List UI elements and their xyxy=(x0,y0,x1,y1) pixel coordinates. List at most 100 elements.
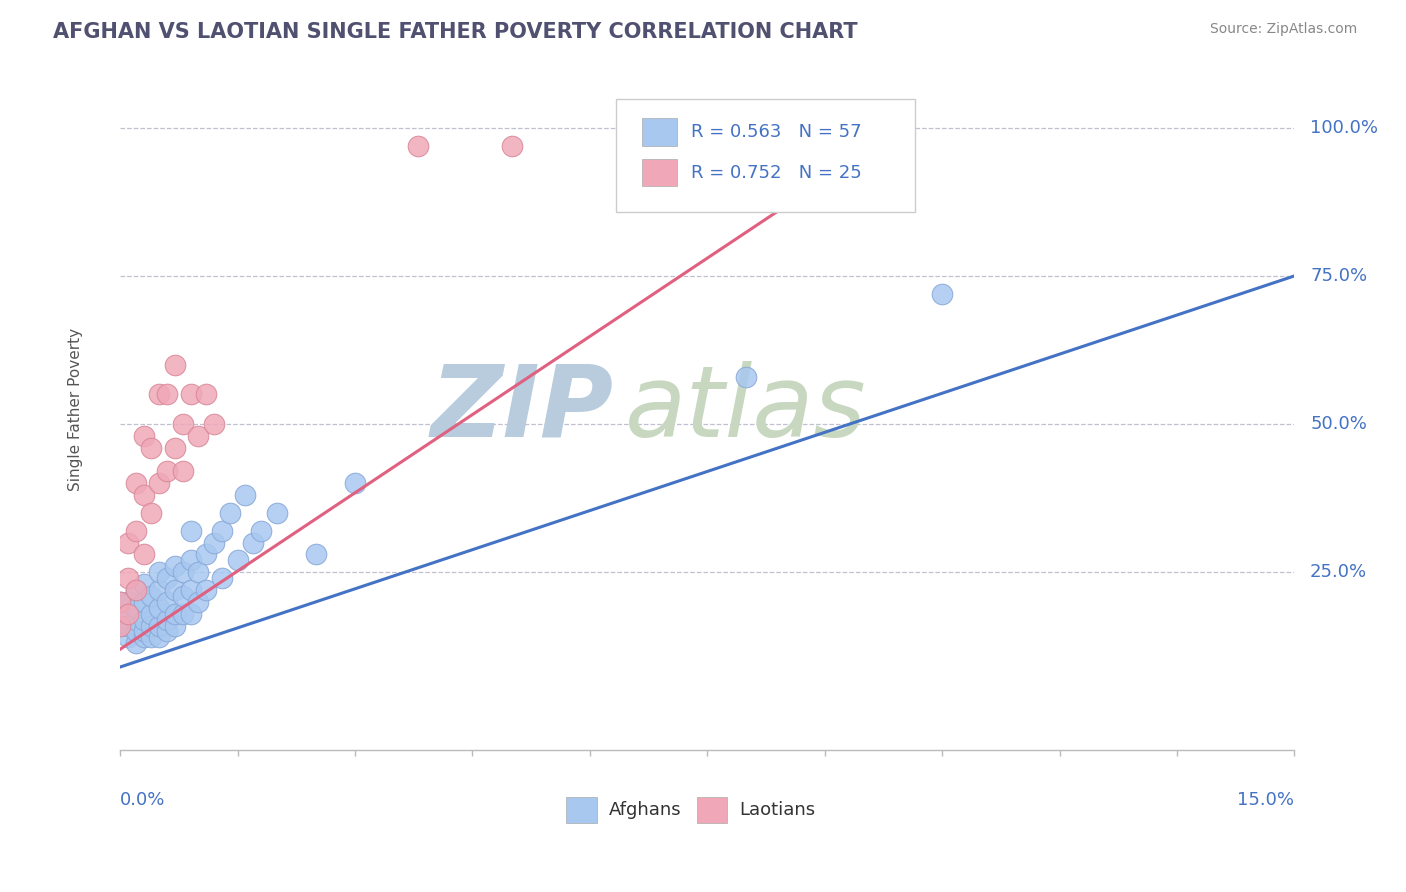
Point xyxy=(132,548,155,562)
Point xyxy=(125,476,148,491)
Point xyxy=(187,595,209,609)
Point xyxy=(187,429,209,443)
Point xyxy=(156,624,179,639)
Point xyxy=(406,138,429,153)
Point xyxy=(148,618,170,632)
Point xyxy=(125,613,148,627)
Point xyxy=(108,595,131,609)
Point xyxy=(132,624,155,639)
Point xyxy=(141,441,163,455)
Point xyxy=(156,387,179,401)
Point xyxy=(108,595,131,609)
Point xyxy=(180,607,202,621)
Text: R = 0.563   N = 57: R = 0.563 N = 57 xyxy=(690,123,862,141)
Text: ZIP: ZIP xyxy=(430,360,613,458)
Point xyxy=(117,595,139,609)
FancyBboxPatch shape xyxy=(567,797,598,823)
Point xyxy=(125,524,148,538)
Point xyxy=(163,559,186,574)
Point xyxy=(172,565,194,579)
Point xyxy=(108,618,131,632)
Point xyxy=(132,613,155,627)
Point xyxy=(117,535,139,549)
Text: atlas: atlas xyxy=(626,360,866,458)
Point xyxy=(180,582,202,597)
Point xyxy=(125,582,148,597)
Point xyxy=(735,369,758,384)
FancyBboxPatch shape xyxy=(616,99,915,211)
Point xyxy=(125,582,148,597)
Point xyxy=(163,618,186,632)
Point xyxy=(163,441,186,455)
Point xyxy=(148,582,170,597)
Point xyxy=(202,535,225,549)
Point xyxy=(211,524,233,538)
Text: 75.0%: 75.0% xyxy=(1310,267,1367,285)
Text: 50.0%: 50.0% xyxy=(1310,415,1367,434)
Point xyxy=(163,582,186,597)
Point xyxy=(125,636,148,650)
Point xyxy=(132,488,155,502)
Text: R = 0.752   N = 25: R = 0.752 N = 25 xyxy=(690,164,862,182)
Text: Source: ZipAtlas.com: Source: ZipAtlas.com xyxy=(1209,22,1357,37)
Point xyxy=(172,417,194,431)
Point xyxy=(117,571,139,585)
Point xyxy=(148,387,170,401)
Point xyxy=(125,624,148,639)
Point xyxy=(501,138,523,153)
Point xyxy=(195,387,218,401)
Point xyxy=(141,589,163,603)
Point xyxy=(141,607,163,621)
Point xyxy=(195,548,218,562)
Text: Single Father Poverty: Single Father Poverty xyxy=(67,327,83,491)
Text: Afghans: Afghans xyxy=(609,801,682,819)
Point xyxy=(163,607,186,621)
Point xyxy=(172,607,194,621)
Point xyxy=(148,600,170,615)
Text: 15.0%: 15.0% xyxy=(1237,791,1295,809)
Point xyxy=(141,631,163,645)
Point xyxy=(148,476,170,491)
Point xyxy=(132,429,155,443)
Point xyxy=(180,524,202,538)
Point xyxy=(148,631,170,645)
Text: 0.0%: 0.0% xyxy=(120,791,166,809)
Point xyxy=(187,565,209,579)
FancyBboxPatch shape xyxy=(641,119,676,145)
FancyBboxPatch shape xyxy=(641,159,676,186)
Point xyxy=(195,582,218,597)
Point xyxy=(305,548,328,562)
Point xyxy=(172,589,194,603)
Point xyxy=(250,524,273,538)
Point xyxy=(148,565,170,579)
Point xyxy=(132,577,155,591)
Point xyxy=(180,387,202,401)
Point xyxy=(141,506,163,520)
Point xyxy=(242,535,264,549)
Point xyxy=(108,618,131,632)
Point xyxy=(156,571,179,585)
Point xyxy=(132,631,155,645)
Point xyxy=(266,506,288,520)
Text: AFGHAN VS LAOTIAN SINGLE FATHER POVERTY CORRELATION CHART: AFGHAN VS LAOTIAN SINGLE FATHER POVERTY … xyxy=(53,22,858,42)
Point xyxy=(156,613,179,627)
Point xyxy=(117,607,139,621)
Point xyxy=(931,286,953,301)
Point xyxy=(163,358,186,372)
Text: 25.0%: 25.0% xyxy=(1310,563,1367,582)
Point xyxy=(218,506,240,520)
Point xyxy=(108,607,131,621)
Point xyxy=(156,595,179,609)
Point xyxy=(132,595,155,609)
Point xyxy=(117,618,139,632)
Point xyxy=(235,488,257,502)
Point xyxy=(211,571,233,585)
FancyBboxPatch shape xyxy=(697,797,727,823)
Point xyxy=(172,465,194,479)
Text: Laotians: Laotians xyxy=(740,801,815,819)
Point xyxy=(117,631,139,645)
Point xyxy=(226,553,249,567)
Point xyxy=(125,600,148,615)
Point xyxy=(180,553,202,567)
Point xyxy=(343,476,366,491)
